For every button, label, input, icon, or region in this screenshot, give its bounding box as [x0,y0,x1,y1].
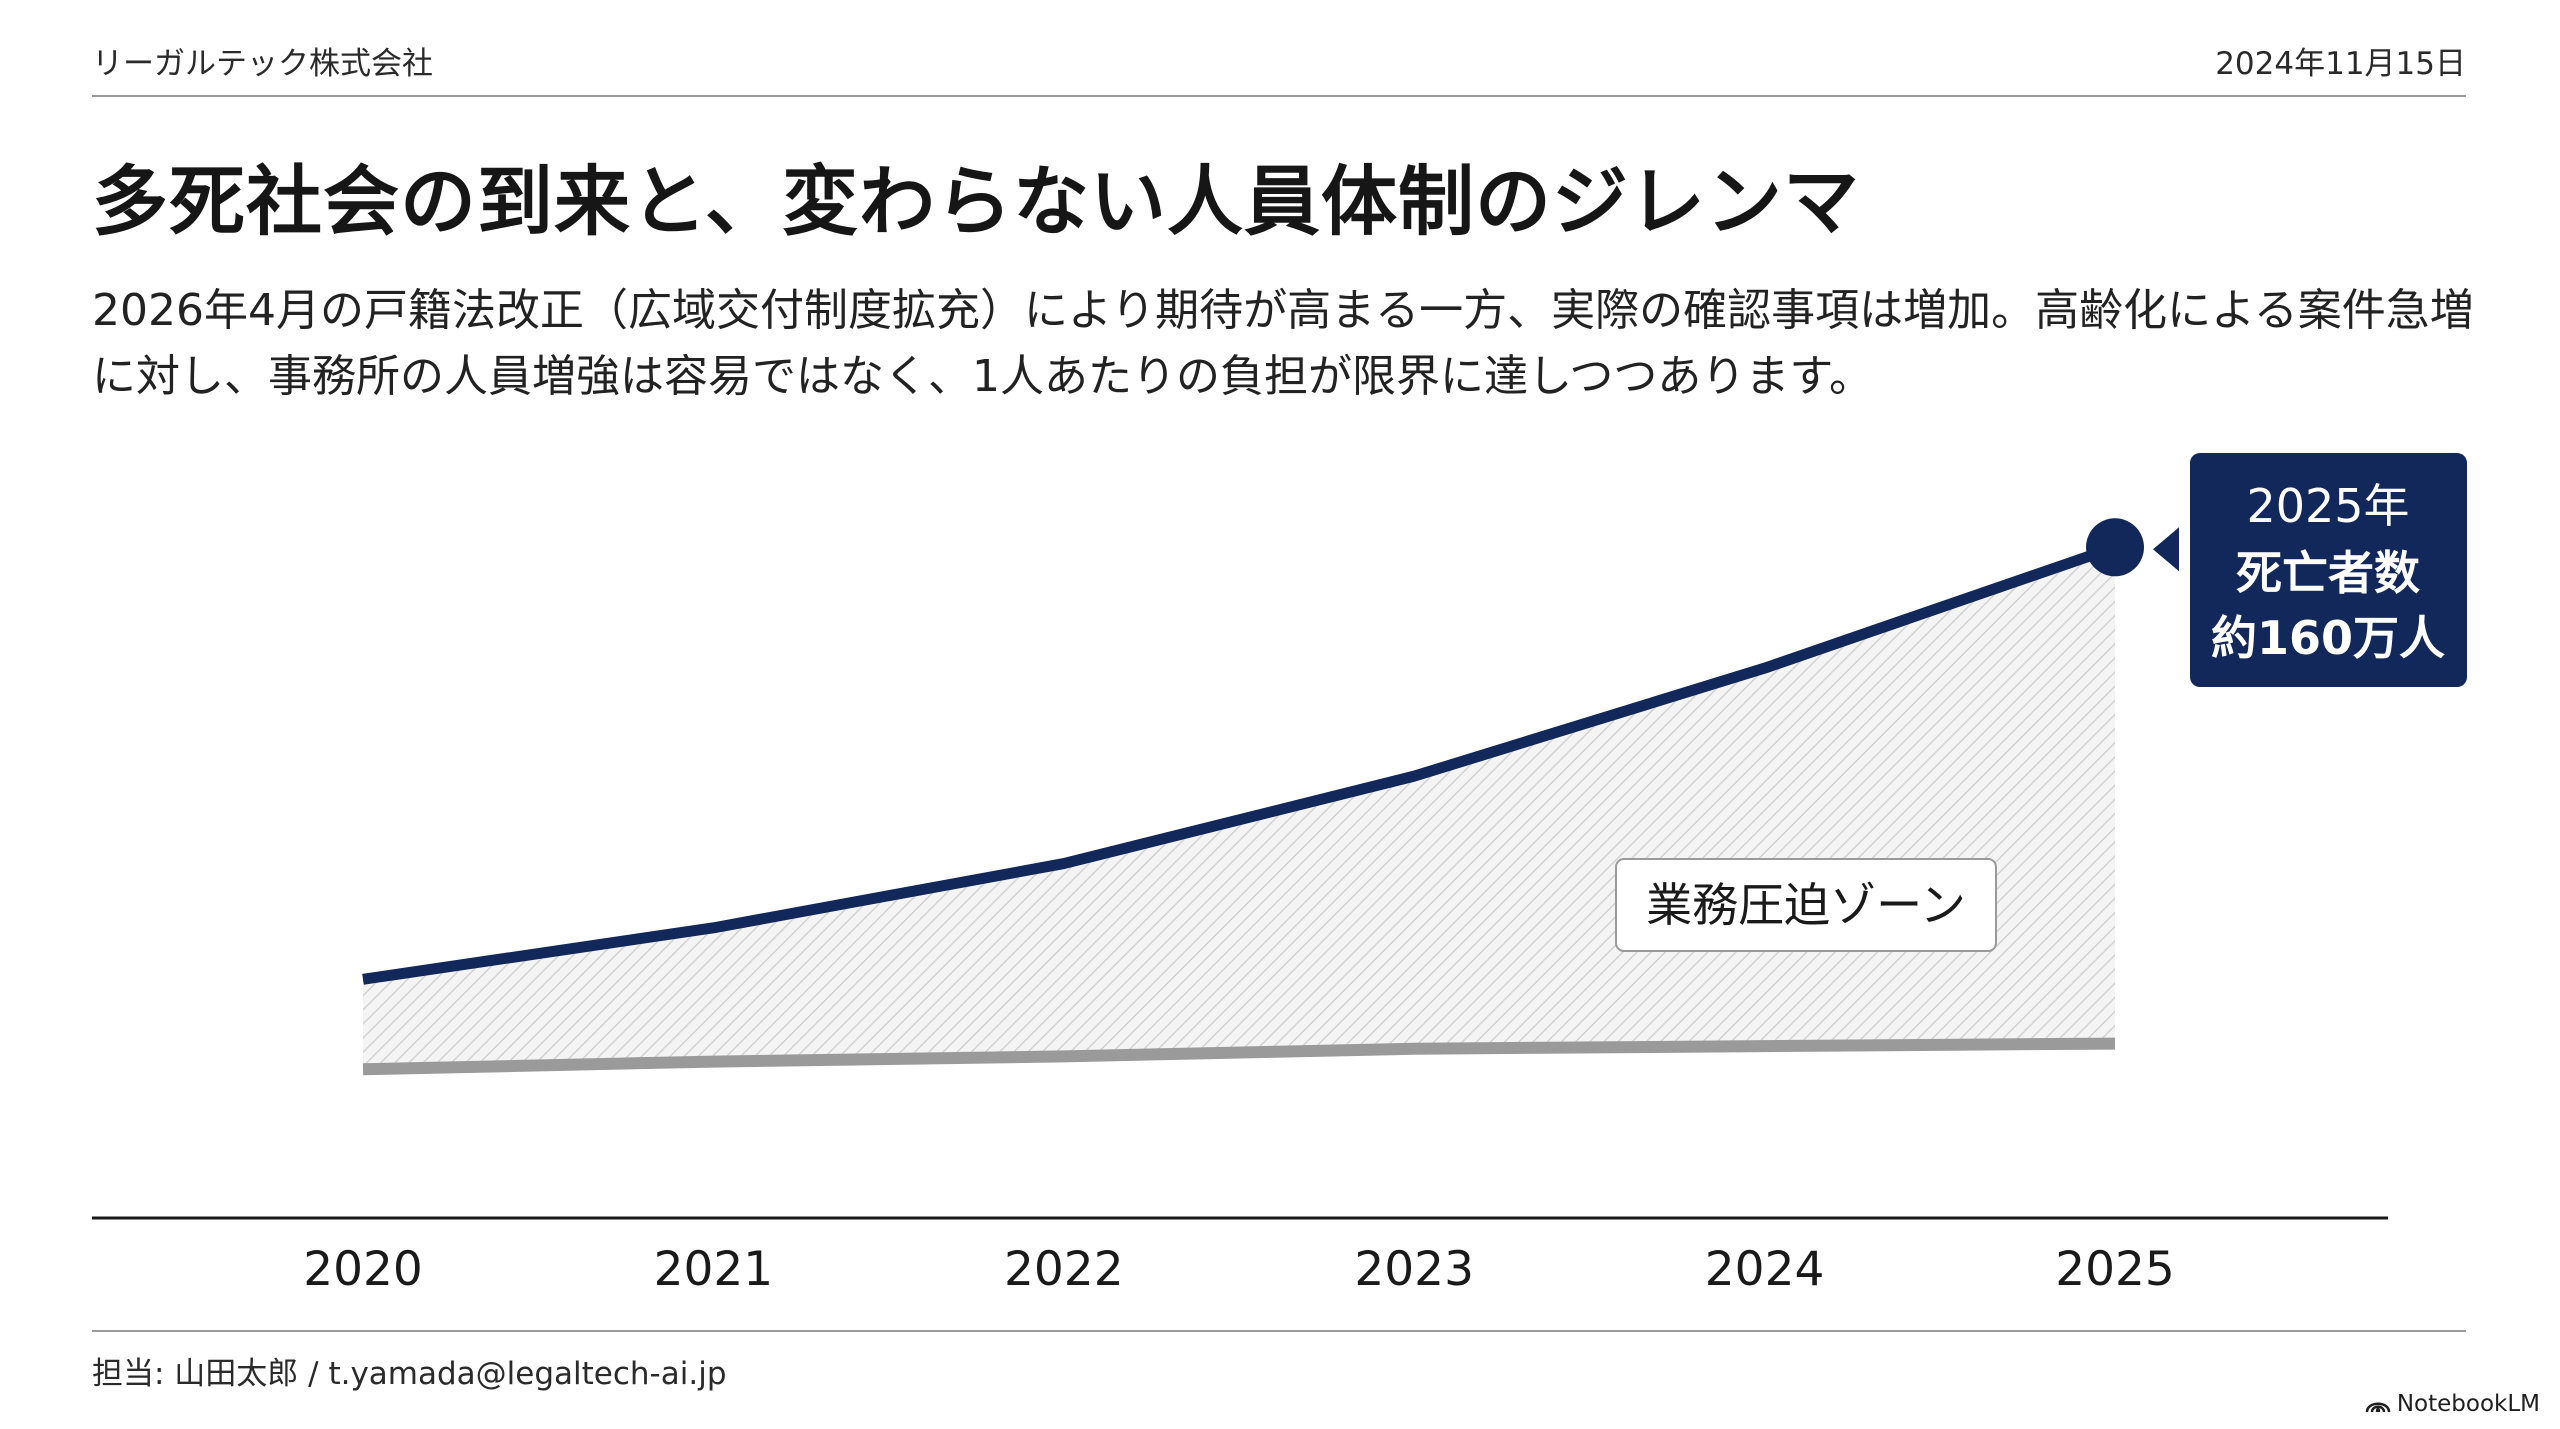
header-divider [92,95,2466,97]
series-line-1 [362,542,2117,985]
company-name: リーガルテック株式会社 [92,46,433,82]
footer-divider [92,1330,2466,1332]
notebooklm-brand: NotebookLM [2365,1391,2540,1417]
callout-line-1: 2025年 [2246,479,2409,533]
callout-pointer [2153,527,2179,572]
brand-label: NotebookLM [2396,1391,2540,1417]
end-point-marker [2086,518,2144,577]
x-tick-label: 2023 [1354,1242,1474,1297]
x-tick-label: 2025 [2055,1242,2175,1297]
zone-label: 業務圧迫ゾーン [1646,878,1966,932]
callout-box [2190,453,2467,687]
contact-info: 担当: 山田太郎 / t.yamada@legaltech-ai.jp [92,1356,727,1392]
slide-date: 2024年11月15日 [2215,46,2466,82]
x-tick-label: 2024 [1705,1242,1825,1297]
pressure-zone-area [363,547,2115,1070]
series-line-2 [362,1037,2116,1076]
callout-line-3: 約160万人 [2211,611,2445,665]
notebooklm-logo-icon [2365,1402,2391,1413]
x-tick-label: 2020 [303,1242,423,1297]
callout-line-2: 死亡者数 [2236,546,2420,600]
zone-label-box [1615,858,1997,952]
slide-lead-text: 2026年4月の戸籍法改正（広域交付制度拡充）により期待が高まる一方、実際の確認… [92,285,2474,402]
slide-title: 多死社会の到来と、変わらない人員体制のジレンマ [92,157,1860,246]
x-tick-label: 2022 [1004,1242,1124,1297]
x-tick-label: 2021 [654,1242,774,1297]
